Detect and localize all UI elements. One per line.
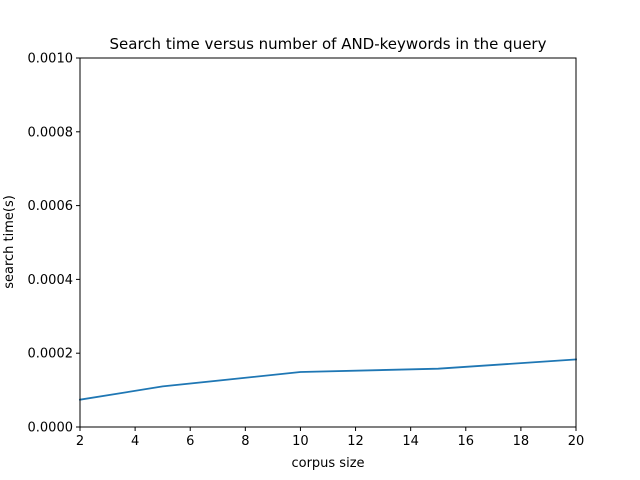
x-tick-label: 10 [292, 434, 309, 449]
chart-title: Search time versus number of AND-keyword… [110, 35, 547, 53]
x-axis-label: corpus size [291, 456, 364, 471]
x-tick-label: 2 [76, 434, 84, 449]
x-tick-label: 6 [186, 434, 194, 449]
y-axis: 0.0000 0.0002 0.0004 0.0006 0.0008 0.0010 [28, 52, 80, 436]
y-tick-label: 0.0002 [28, 347, 74, 362]
axes-frame [79, 57, 577, 428]
series-layer [78, 358, 577, 401]
x-tick-label: 12 [347, 434, 364, 449]
y-tick-label: 0.0006 [28, 199, 74, 214]
x-tick-label: 20 [568, 434, 585, 449]
x-tick-label: 4 [131, 434, 139, 449]
x-tick-label: 18 [513, 434, 530, 449]
y-axis-label: search time(s) [2, 195, 17, 289]
series-line-0 [78, 358, 577, 401]
x-tick-label: 16 [458, 434, 475, 449]
y-tick-label: 0.0008 [28, 125, 74, 140]
x-axis: 2 4 6 8 10 12 14 16 18 20 [76, 427, 584, 449]
y-tick-label: 0.0000 [28, 421, 74, 436]
x-tick-label: 8 [241, 434, 249, 449]
y-tick-label: 0.0004 [28, 273, 74, 288]
x-tick-label: 14 [402, 434, 419, 449]
y-tick-label: 0.0010 [28, 52, 74, 67]
